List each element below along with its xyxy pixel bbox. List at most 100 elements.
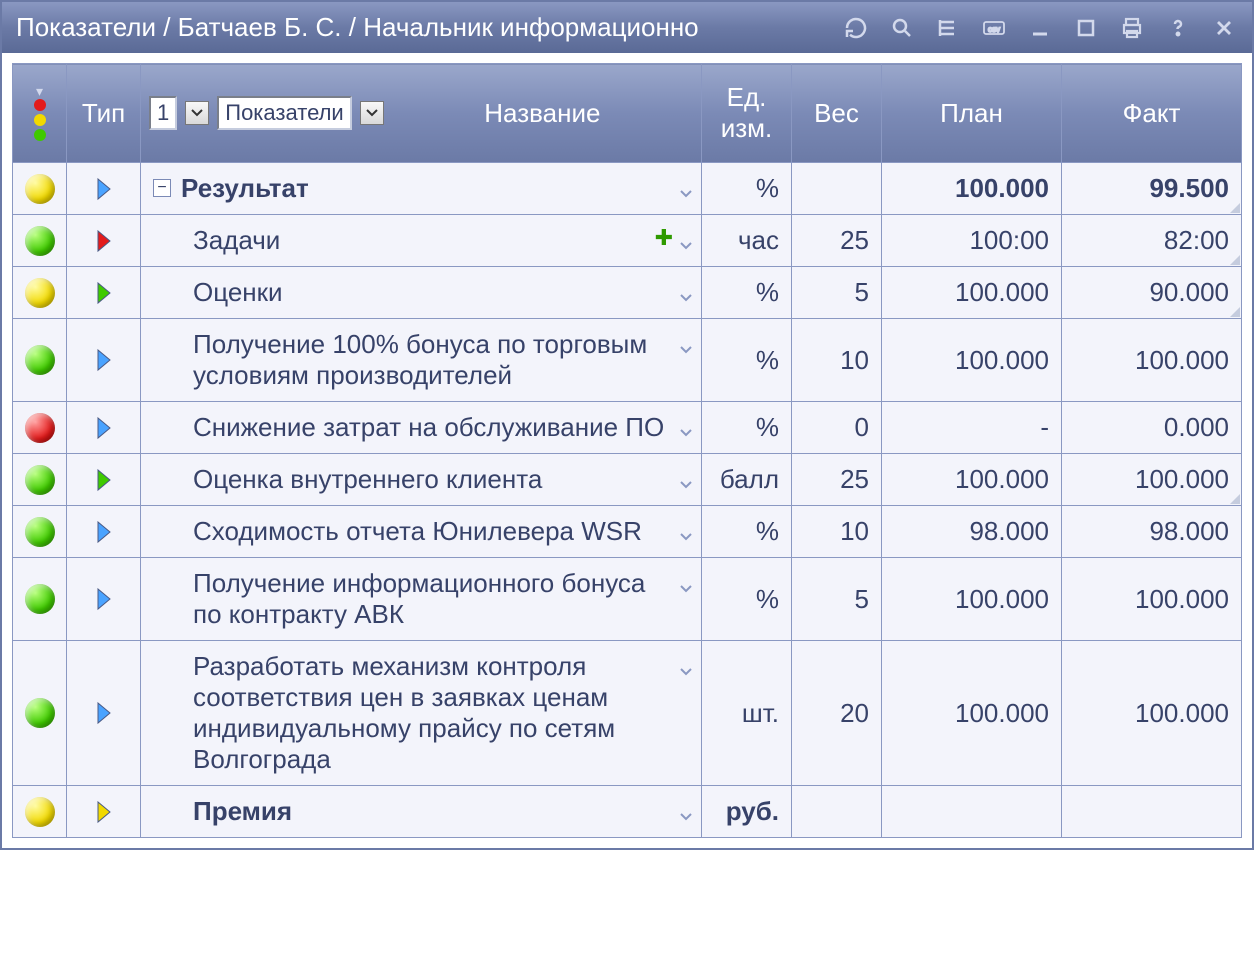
table-row[interactable]: Разработать механизм контроля соответств… [13,641,1242,786]
status-dot-yellow [25,278,55,308]
name-cell[interactable]: Оценки [141,267,702,319]
fact-cell[interactable]: 99.500 [1062,163,1242,215]
table-row[interactable]: Снижение затрат на обслуживание ПО%0-0.0… [13,402,1242,454]
type-arrow-icon [79,177,128,201]
table-row[interactable]: Оценка внутреннего клиентабалл25100.0001… [13,454,1242,506]
type-cell[interactable] [67,558,141,641]
fact-cell[interactable]: 0.000 [1062,402,1242,454]
fact-cell[interactable]: 100.000 [1062,319,1242,402]
unit-cell: % [702,558,792,641]
table-row[interactable]: Получение 100% бонуса по торговым услови… [13,319,1242,402]
weight-cell: 10 [792,319,882,402]
weight-cell: 25 [792,454,882,506]
type-cell[interactable] [67,215,141,267]
type-cell[interactable] [67,454,141,506]
fact-cell[interactable]: 100.000 [1062,641,1242,786]
type-cell[interactable] [67,163,141,215]
row-name: Задачи [193,225,639,256]
plan-cell[interactable]: 100.000 [882,558,1062,641]
table-row[interactable]: Задачи✚час25100:0082:00 [13,215,1242,267]
hdr-weight[interactable]: Вес [792,64,882,163]
dropdown-icon[interactable] [679,798,693,829]
status-cell [13,402,67,454]
table-row[interactable]: Сходимость отчета Юнилевера WSR%1098.000… [13,506,1242,558]
fact-cell[interactable]: 82:00 [1062,215,1242,267]
status-cell [13,641,67,786]
type-cell[interactable] [67,267,141,319]
type-cell[interactable] [67,402,141,454]
tree-icon[interactable] [934,14,962,42]
name-cell[interactable]: Задачи ✚ [141,215,702,267]
fact-cell[interactable] [1062,786,1242,838]
dropdown-icon[interactable] [679,175,693,206]
table-row[interactable]: Получение информационного бонуса по конт… [13,558,1242,641]
search-icon[interactable] [888,14,916,42]
category-dropdown-button[interactable] [360,101,384,125]
dropdown-icon[interactable] [679,518,693,549]
table-row[interactable]: −Результат%100.00099.500 [13,163,1242,215]
plan-cell[interactable]: - [882,402,1062,454]
dropdown-icon[interactable] [679,227,693,258]
unit-cell: час [702,215,792,267]
dropdown-icon[interactable] [679,331,693,362]
collapse-toggle[interactable]: − [153,179,171,197]
row-name: Премия [193,796,673,827]
fact-cell[interactable]: 100.000 [1062,558,1242,641]
name-cell[interactable]: Получение информационного бонуса по конт… [141,558,702,641]
table-row[interactable]: Премияруб. [13,786,1242,838]
hdr-unit[interactable]: Ед. изм. [702,64,792,163]
fact-cell[interactable]: 90.000 [1062,267,1242,319]
level-dropdown-button[interactable] [185,101,209,125]
plan-cell[interactable]: 100.000 [882,319,1062,402]
csv-icon[interactable]: csv [980,14,1008,42]
maximize-icon[interactable] [1072,14,1100,42]
plan-cell[interactable]: 100.000 [882,267,1062,319]
category-select[interactable]: Показатели [217,96,351,130]
type-cell[interactable] [67,319,141,402]
refresh-icon[interactable] [842,14,870,42]
name-cell[interactable]: Оценка внутреннего клиента [141,454,702,506]
plan-cell[interactable]: 100.000 [882,641,1062,786]
dropdown-icon[interactable] [679,653,693,684]
dropdown-icon[interactable] [679,414,693,445]
type-cell[interactable] [67,641,141,786]
weight-cell: 5 [792,558,882,641]
hdr-name-label: Название [392,98,693,129]
unit-cell: % [702,506,792,558]
chevron-down-icon[interactable]: ▾ [36,86,43,96]
name-cell[interactable]: Получение 100% бонуса по торговым услови… [141,319,702,402]
titlebar: Показатели / Батчаев Б. С. / Начальник и… [2,2,1252,53]
kpi-table: ▾ Тип 1 [12,63,1242,838]
level-select[interactable]: 1 [149,96,177,130]
dropdown-icon[interactable] [679,466,693,497]
hdr-plan[interactable]: План [882,64,1062,163]
plan-cell[interactable]: 100.000 [882,163,1062,215]
plan-cell[interactable]: 98.000 [882,506,1062,558]
minimize-icon[interactable] [1026,14,1054,42]
dropdown-icon[interactable] [679,279,693,310]
fact-cell[interactable]: 98.000 [1062,506,1242,558]
type-cell[interactable] [67,506,141,558]
fact-cell[interactable]: 100.000 [1062,454,1242,506]
type-cell[interactable] [67,786,141,838]
status-dot-green [25,345,55,375]
table-row[interactable]: Оценки%5100.00090.000 [13,267,1242,319]
status-cell [13,163,67,215]
hdr-status[interactable]: ▾ [13,64,67,163]
hdr-type[interactable]: Тип [67,64,141,163]
name-cell[interactable]: Премия [141,786,702,838]
print-icon[interactable] [1118,14,1146,42]
name-cell[interactable]: Сходимость отчета Юнилевера WSR [141,506,702,558]
plan-cell[interactable]: 100.000 [882,454,1062,506]
help-icon[interactable] [1164,14,1192,42]
add-icon[interactable]: ✚ [655,225,673,251]
close-icon[interactable] [1210,14,1238,42]
dropdown-icon[interactable] [679,570,693,601]
plan-cell[interactable] [882,786,1062,838]
hdr-fact[interactable]: Факт [1062,64,1242,163]
status-dot-red [25,413,55,443]
name-cell[interactable]: Разработать механизм контроля соответств… [141,641,702,786]
name-cell[interactable]: −Результат [141,163,702,215]
plan-cell[interactable]: 100:00 [882,215,1062,267]
name-cell[interactable]: Снижение затрат на обслуживание ПО [141,402,702,454]
